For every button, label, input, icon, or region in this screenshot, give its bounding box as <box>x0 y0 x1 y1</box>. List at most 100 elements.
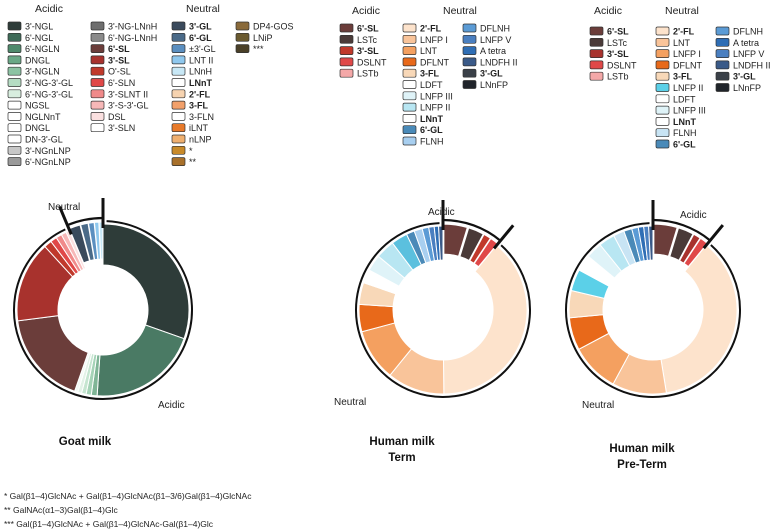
legend-swatch <box>589 60 604 70</box>
legend-goat-acidic-col2-entry: 3'-SLN <box>90 123 135 133</box>
group-arc-small <box>652 218 711 242</box>
legend-label: 6'-NG-3'-GL <box>25 89 73 99</box>
legend-term-neutral-col2-entry: A tetra <box>462 46 506 56</box>
legend-label: LNFP V <box>480 35 511 45</box>
legend-term-acidic-entry: LSTc <box>339 35 378 45</box>
legend-pre-neutral-col1-entry: LNFP I <box>655 49 701 59</box>
legend-goat-acidic-col1-entry: 3'-NGL <box>7 22 53 32</box>
legend-swatch <box>589 37 604 47</box>
slice-lndfh-ii <box>648 225 654 261</box>
legend-swatch <box>655 49 670 58</box>
legend-label: LNnT <box>189 78 212 88</box>
goat-acidic-label: Acidic <box>158 400 185 411</box>
legend-goat-acidic-col1-entry: DNGL <box>7 123 50 133</box>
legend-label: 3'-SL <box>607 49 629 59</box>
legend-swatch <box>402 80 417 89</box>
legend-swatch <box>655 60 670 70</box>
legend-goat-acidic-col1-entry: 6'-NGLN <box>7 44 60 54</box>
legend-swatch <box>339 23 354 33</box>
legend-label: A tetra <box>480 46 506 56</box>
legend-label: 6'-SL <box>108 44 130 54</box>
legend-swatch <box>462 34 477 44</box>
legend-pre-neutral-col1-entry: LNFP II <box>655 83 703 93</box>
legend-label: LNnFP <box>480 80 508 90</box>
slice-6-ngl <box>96 324 185 397</box>
legend-goat-neutral-col1-entry: ±3'-GL <box>171 44 216 54</box>
legend-term-neutral-col1-entry: LNFP II <box>402 103 450 113</box>
group-arc-large <box>565 222 741 398</box>
legend-label: 3-FLN <box>189 112 214 122</box>
legend-swatch <box>589 71 604 81</box>
legend-term-neutral-col2-entry: LNnFP <box>462 80 508 90</box>
legend-label: *** <box>253 44 264 54</box>
legend-label: FLNH <box>420 137 444 147</box>
legend-pre-neutral-col1-entry: 2'-FL <box>655 27 695 37</box>
legend-goat-acidic-col1-entry: 6'-NGnLNP <box>7 157 71 167</box>
legend-goat-neutral-col1-entry: LNT II <box>171 55 213 65</box>
legend-pre-acidic-entry: LSTc <box>589 37 628 48</box>
legend-goat-neutral-col1-entry: LNnT <box>171 78 212 88</box>
slice-2-fl <box>442 244 528 395</box>
legend-goat-neutral-col2-entry: LNiP <box>235 32 273 43</box>
legend-swatch <box>90 89 105 99</box>
legend-swatch <box>462 46 477 55</box>
legend-term-neutral-col1-entry: 3-FL <box>402 68 440 79</box>
legend-swatch <box>171 55 186 65</box>
legend-term-neutral-col1-entry: LNFP III <box>402 91 453 101</box>
legend-pre-neutral-col2-entry: 3'-GL <box>715 72 756 82</box>
legend-label: LNDFH II <box>733 60 771 70</box>
legend-goat-neutral-col1-entry: * <box>171 146 193 156</box>
legend-term-neutral-col1-entry: LNFP I <box>402 34 448 45</box>
legend-label: 3'-SL <box>108 55 130 65</box>
legend-swatch <box>90 66 105 76</box>
legend-label: 3-FL <box>420 69 440 79</box>
legend-label: LNT <box>673 38 691 48</box>
legend-label: LNFP III <box>420 91 453 101</box>
legend-swatch <box>90 21 105 31</box>
slice-3-sl <box>469 233 492 264</box>
legend-term-acidic-entry: LSTb <box>339 69 379 79</box>
term-title: Human milk <box>369 436 435 448</box>
legend-swatch <box>402 34 417 44</box>
legend-goat-neutral-col1-entry: 3-FLN <box>171 112 214 122</box>
group-arc-small <box>442 218 502 242</box>
legend-label: DNGL <box>25 123 50 133</box>
legend-label: DP4-GOS <box>253 22 294 32</box>
legend-goat-neutral-col1-entry: 6'-GL <box>171 33 212 43</box>
legend-swatch <box>402 91 417 101</box>
legend-label: LSTb <box>607 72 629 82</box>
legend-pre-neutral-col2-entry: DFLNH <box>715 27 763 37</box>
legend-swatch <box>655 71 670 81</box>
legend-label: 3'-GL <box>480 69 503 79</box>
legend-goat-acidic-col1-entry: DNGL <box>7 55 50 65</box>
legend-term-neutral-col2-entry: DFLNH <box>462 24 510 34</box>
legend-label: DSL <box>108 112 126 122</box>
legend-pre-acidic-entry: 3'-SL <box>589 49 629 59</box>
legend-label: O'-SL <box>108 67 131 77</box>
legend-label: LNFP I <box>420 35 448 45</box>
legend-swatch <box>402 114 417 123</box>
legend-swatch <box>7 157 22 166</box>
legend-goat-neutral-col1-entry: 3'-GL <box>171 22 212 32</box>
legend-swatch <box>339 46 354 55</box>
legend-label: 3'-NG-LNnH <box>108 22 157 32</box>
preterm-title: Human milk <box>609 443 675 455</box>
legend-swatch <box>7 44 22 53</box>
legend-pre-neutral-col1-entry: FLNH <box>655 128 697 138</box>
legend-goat-neutral-col1-entry: ** <box>171 157 197 167</box>
legend-swatch <box>171 66 186 76</box>
slice-lstc <box>669 227 694 262</box>
legend-goat-neutral-col1-entry: iLNT <box>171 123 209 133</box>
legend-swatch <box>402 68 417 78</box>
legend-label: DSLNT <box>357 57 387 67</box>
legend-term-neutral-col2-entry: 3'-GL <box>462 69 503 79</box>
legend-swatch <box>171 78 186 87</box>
legend-swatch <box>235 32 250 42</box>
legend-goat-acidic-col2-entry: 3'-NG-LNnH <box>90 21 157 32</box>
group-separator <box>492 224 515 250</box>
legend-swatch <box>655 105 670 115</box>
legend-pre-neutral-col1-entry: LDFT <box>655 94 696 104</box>
legend-pre-neutral-col1-entry: 3-FL <box>655 71 693 82</box>
legend-swatch <box>7 134 22 144</box>
legend-term-neutral-col1-entry: LNnT <box>402 114 443 124</box>
